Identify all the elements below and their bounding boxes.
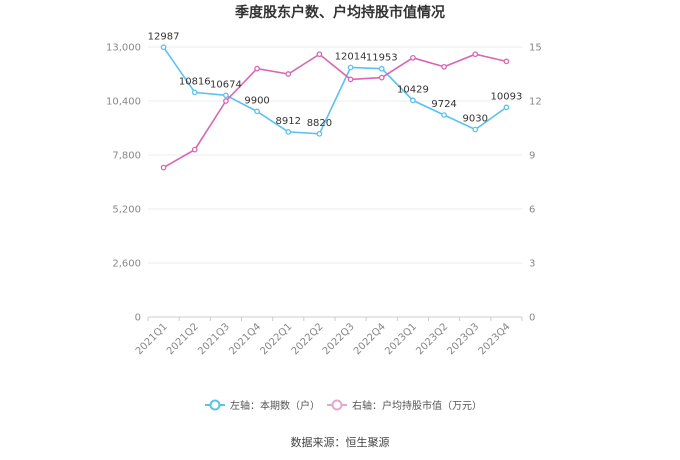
grid: [148, 46, 522, 318]
data-point: [378, 74, 385, 81]
data-label: 8820: [307, 118, 332, 129]
data-label: 10816: [179, 76, 211, 87]
right-tick-label: 0: [529, 313, 535, 324]
right-tick-label: 9: [529, 151, 535, 162]
legend-swatch-marker: [209, 399, 221, 411]
data-point: [285, 129, 292, 135]
legend-item-left-series[interactable]: 左轴：本期数（户）: [205, 399, 320, 412]
data-point: [316, 130, 323, 137]
right-tick-label: 12: [529, 97, 542, 108]
right-axis: 0 3 6 9 12 15: [529, 43, 542, 324]
left-axis: 0 2,600 5,200 7,800 10,400 13,000: [106, 43, 141, 324]
right-tick-label: 6: [529, 205, 535, 216]
data-point: [347, 64, 354, 71]
x-tick-label: 2022Q2: [290, 321, 326, 357]
left-tick-label: 2,600: [112, 259, 141, 270]
data-label: 8912: [276, 116, 301, 127]
left-tick-label: 7,800: [112, 151, 141, 162]
x-tick-label: 2022Q4: [352, 321, 388, 357]
data-label: 9724: [431, 99, 456, 110]
left-tick-label: 0: [135, 313, 141, 324]
data-point: [503, 104, 510, 111]
legend: 左轴：本期数（户） 右轴：户均持股市值（万元）: [205, 399, 482, 412]
data-point: [160, 44, 167, 51]
data-point: [223, 98, 229, 104]
data-point: [347, 76, 354, 83]
legend-label-left: 左轴：本期数（户）: [230, 399, 320, 412]
data-label: 9900: [244, 95, 269, 106]
data-point: [285, 71, 292, 77]
data-label: 11953: [366, 53, 398, 64]
data-point: [441, 112, 447, 118]
x-tick-label: 2021Q1: [134, 321, 170, 357]
data-label: 10093: [491, 91, 523, 102]
data-label: 12987: [148, 31, 180, 42]
x-tick-label: 2021Q4: [227, 321, 263, 357]
right-tick-label: 15: [529, 43, 542, 54]
data-point: [254, 108, 260, 115]
data-point: [378, 65, 385, 72]
series-line-right: [163, 53, 507, 169]
legend-swatch-marker: [331, 399, 343, 411]
data-point: [441, 63, 447, 70]
data-label: 9030: [463, 113, 488, 124]
x-tick-label: 2023Q1: [383, 321, 419, 357]
x-axis: 2021Q12021Q22021Q32021Q42022Q12022Q22022…: [134, 317, 523, 357]
left-tick-label: 13,000: [106, 43, 141, 54]
data-label: 10674: [210, 79, 242, 90]
x-tick-label: 2021Q3: [196, 321, 232, 357]
data-label: 10429: [397, 84, 429, 95]
data-point: [503, 58, 510, 65]
x-tick-label: 2023Q4: [477, 321, 513, 357]
x-tick-label: 2022Q3: [321, 321, 357, 357]
data-point: [223, 92, 229, 99]
left-tick-label: 5,200: [112, 205, 141, 216]
x-tick-label: 2022Q1: [259, 321, 295, 357]
data-point: [410, 54, 416, 61]
legend-label-right: 右轴：户均持股市值（万元）: [352, 399, 482, 412]
data-point: [191, 146, 198, 153]
data-point: [191, 89, 198, 96]
data-point: [472, 126, 479, 133]
x-tick-label: 2023Q3: [446, 321, 482, 357]
data-point: [316, 51, 323, 58]
data-point: [254, 65, 260, 72]
source-note: 数据来源：恒生聚源: [291, 435, 390, 449]
data-point: [410, 97, 416, 104]
x-tick-label: 2021Q2: [165, 321, 201, 357]
chart-title: 季度股东户数、户均持股市值情况: [234, 4, 445, 21]
right-tick-label: 3: [529, 259, 535, 270]
left-tick-label: 10,400: [106, 97, 141, 108]
legend-item-right-series[interactable]: 右轴：户均持股市值（万元）: [327, 399, 482, 412]
data-point: [160, 164, 167, 171]
x-tick-label: 2023Q2: [414, 321, 450, 357]
data-label: 12014: [335, 51, 367, 62]
series-line-left: [162, 46, 507, 135]
data-point: [472, 51, 479, 58]
series: [160, 44, 510, 171]
